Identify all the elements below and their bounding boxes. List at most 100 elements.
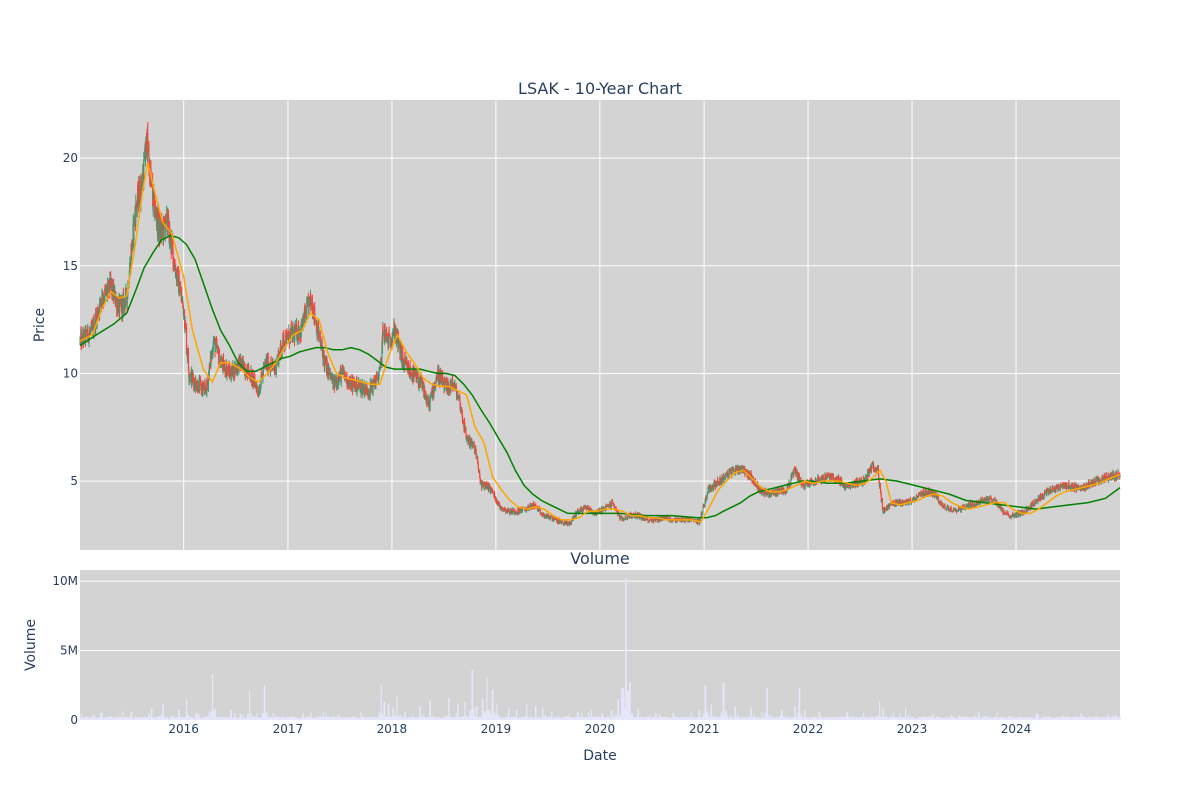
candle-body — [1061, 485, 1063, 487]
candle-body — [737, 466, 739, 473]
candle-body — [214, 346, 216, 353]
candle-body — [100, 298, 102, 303]
candle-body — [595, 514, 597, 515]
candle-body — [482, 482, 484, 486]
candle-body — [329, 368, 331, 376]
candle-body — [762, 491, 764, 494]
candle-body — [1056, 486, 1058, 489]
candle-body — [122, 297, 124, 315]
candle-body — [1065, 484, 1067, 488]
candle-body — [442, 375, 444, 385]
candle-body — [470, 438, 472, 447]
candle-body — [434, 386, 436, 388]
candle-body — [980, 498, 982, 501]
candle-body — [270, 370, 272, 373]
candle-body — [251, 372, 253, 383]
candle-body — [768, 490, 770, 497]
candle-body — [538, 507, 540, 511]
candle-body — [878, 475, 880, 480]
candle-body — [182, 301, 184, 306]
candle-body — [399, 341, 401, 355]
candle-body — [843, 485, 845, 487]
candle-body — [292, 327, 294, 342]
candle-body — [988, 498, 990, 502]
candle-body — [133, 219, 135, 241]
candle-body — [184, 309, 186, 329]
candle-body — [704, 501, 706, 507]
candle-body — [867, 471, 869, 479]
candle-body — [881, 498, 883, 502]
candle-body — [558, 518, 560, 524]
candle-body — [499, 503, 501, 506]
candle-body — [877, 465, 879, 476]
candle-body — [103, 300, 105, 302]
candle-body — [250, 371, 252, 383]
candle-body — [504, 508, 506, 510]
candle-body — [226, 370, 228, 376]
candle-body — [115, 297, 117, 300]
candle-body — [871, 464, 873, 472]
candle-body — [920, 492, 922, 494]
candle-body — [258, 388, 260, 393]
candle-body — [836, 477, 838, 481]
candle-body — [332, 376, 334, 381]
candle-body — [616, 511, 618, 513]
candle-body — [266, 356, 268, 369]
candle-body — [314, 307, 316, 321]
candle-body — [196, 386, 198, 390]
candle-body — [229, 370, 231, 376]
candle-body — [197, 382, 199, 392]
candle-body — [334, 381, 336, 386]
candle-body — [787, 484, 789, 490]
candle-body — [90, 323, 92, 329]
candle-body — [960, 509, 962, 512]
candle-body — [725, 475, 727, 476]
candle-body — [1018, 511, 1020, 516]
candle-body — [882, 509, 884, 513]
candle-body — [1007, 513, 1009, 515]
candle-body — [137, 189, 139, 203]
candle-body — [940, 503, 942, 505]
candle-body — [207, 376, 209, 388]
candle-body — [152, 181, 154, 201]
candle-body — [732, 468, 734, 471]
candle-body — [932, 491, 934, 496]
candle-body — [339, 376, 341, 380]
candle-body — [457, 397, 459, 400]
candle-body — [395, 328, 397, 339]
candle-body — [205, 389, 207, 393]
candle-body — [410, 371, 412, 376]
candle-body — [145, 157, 147, 161]
candle-body — [664, 515, 666, 520]
candle-body — [887, 505, 889, 510]
candle-body — [582, 508, 584, 512]
candle-body — [767, 493, 769, 496]
candle-body — [352, 380, 354, 392]
candle-body — [298, 331, 300, 338]
candle-body — [950, 506, 952, 511]
candle-body — [703, 505, 705, 507]
candle-body — [141, 184, 143, 193]
candle-body — [645, 519, 647, 521]
candle-body — [455, 384, 457, 392]
candle-body — [193, 380, 195, 388]
candle-body — [386, 333, 388, 338]
candle-body — [491, 489, 493, 492]
candle-body — [643, 518, 645, 520]
candle-body — [619, 514, 621, 518]
candle-body — [368, 392, 370, 396]
candle-body — [755, 484, 757, 488]
candle-body — [364, 389, 366, 391]
candle-body — [994, 498, 996, 502]
candle-body — [180, 294, 182, 296]
candle-body — [241, 360, 243, 368]
candle-body — [290, 326, 292, 332]
candle-body — [741, 466, 743, 468]
candle-body — [388, 332, 390, 336]
candle-body — [773, 492, 775, 496]
candle-body — [950, 508, 952, 512]
candle-body — [242, 359, 244, 367]
candle-body — [817, 476, 819, 482]
candle-body — [498, 501, 500, 504]
candle-body — [753, 482, 755, 485]
